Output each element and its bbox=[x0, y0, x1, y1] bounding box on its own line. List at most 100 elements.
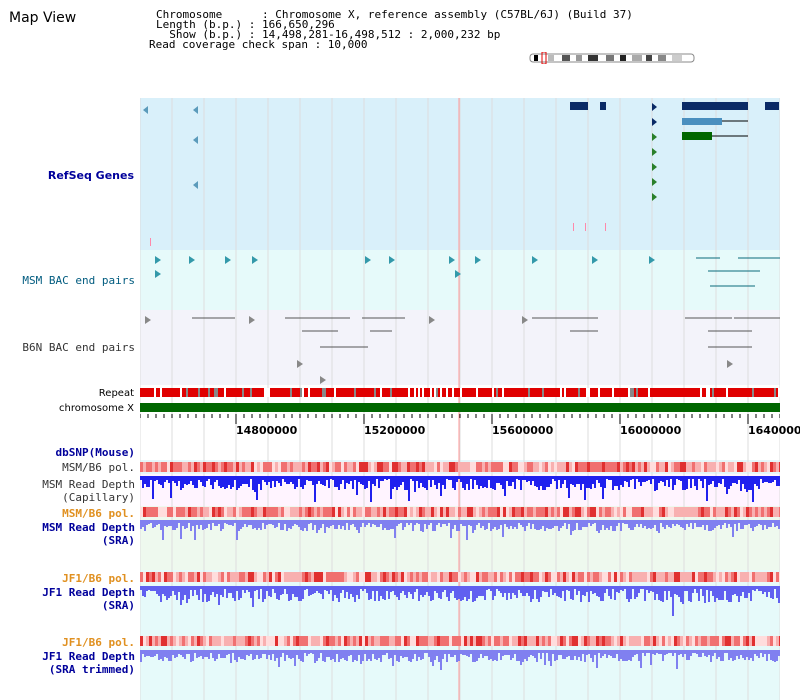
track-canvas[interactable] bbox=[140, 98, 780, 700]
track-label-jf1-depth-sra[interactable]: JF1 Read Depth (SRA) bbox=[42, 586, 135, 612]
jf1-sra-depth bbox=[640, 586, 642, 589]
track-label-jf1-pol-2[interactable]: JF1/B6 pol. bbox=[62, 636, 135, 649]
msm-sra-depth bbox=[612, 520, 614, 531]
msm-pol2-cell bbox=[236, 507, 239, 517]
jf1-pol2-cell bbox=[461, 636, 464, 646]
jf1-pol-cell bbox=[572, 572, 575, 582]
msm-sra-depth bbox=[586, 520, 588, 527]
jf1-trimmed-depth bbox=[736, 650, 738, 656]
msm-capillary-depth bbox=[364, 476, 366, 489]
msm-pol2-cell bbox=[443, 507, 446, 517]
jf1-trimmed-depth bbox=[310, 650, 312, 653]
jf1-pol2-cell bbox=[668, 636, 671, 646]
track-label-msm-pol-2[interactable]: MSM/B6 pol. bbox=[62, 507, 135, 520]
msm-capillary-depth bbox=[306, 476, 308, 480]
msm-capillary-depth bbox=[358, 476, 360, 482]
repeat-segment bbox=[170, 388, 172, 397]
jf1-pol-cell bbox=[239, 572, 242, 582]
repeat-segment bbox=[362, 388, 364, 397]
jf1-sra-depth bbox=[532, 586, 534, 599]
msm-sra-depth bbox=[422, 520, 424, 532]
msm-pol-cell bbox=[563, 462, 566, 472]
jf1-pol2-cell bbox=[383, 636, 386, 646]
msm-sra-depth bbox=[206, 520, 208, 528]
track-label-chromosome[interactable]: chromosome X bbox=[59, 403, 134, 414]
msm-capillary-depth bbox=[142, 476, 144, 488]
msm-sra-depth bbox=[414, 520, 416, 525]
msm-capillary-depth bbox=[548, 476, 550, 487]
jf1-pol-cell bbox=[632, 572, 635, 582]
track-label-msm-depth-sra[interactable]: MSM Read Depth (SRA) bbox=[42, 521, 135, 547]
msm-capillary-depth bbox=[268, 476, 270, 482]
msm-sra-depth bbox=[670, 520, 672, 528]
repeat-segment bbox=[506, 388, 508, 397]
msm-pol-cell bbox=[371, 462, 374, 472]
jf1-pol2-cell bbox=[689, 636, 692, 646]
track-label-msm-pol[interactable]: MSM/B6 pol. bbox=[62, 461, 135, 474]
jf1-pol-cell bbox=[704, 572, 707, 582]
repeat-segment bbox=[584, 388, 586, 397]
axis-tick-1: 14800000 bbox=[236, 424, 298, 437]
jf1-sra-depth bbox=[714, 586, 716, 602]
jf1-trimmed-depth bbox=[326, 650, 328, 657]
jf1-trimmed-depth bbox=[482, 650, 484, 658]
msm-pol2-cell bbox=[251, 507, 254, 517]
msm-capillary-depth bbox=[272, 476, 274, 481]
msm-sra-depth bbox=[416, 520, 418, 523]
msm-pol2-cell bbox=[653, 507, 656, 517]
msm-capillary-depth bbox=[488, 476, 490, 480]
track-label-refseq[interactable]: RefSeq Genes bbox=[47, 169, 134, 182]
jf1-trimmed-depth bbox=[182, 650, 184, 657]
msm-pol2-cell bbox=[428, 507, 431, 517]
repeat-segment bbox=[542, 388, 544, 397]
repeat-segment bbox=[312, 388, 314, 397]
jf1-pol-cell bbox=[245, 572, 248, 582]
track-label-b6n-bac[interactable]: B6N BAC end pairs bbox=[22, 341, 135, 354]
msm-pol-cell bbox=[395, 462, 398, 472]
jf1-sra-depth bbox=[222, 586, 224, 597]
msm-pol2-cell bbox=[230, 507, 233, 517]
msm-capillary-depth bbox=[736, 476, 738, 484]
msm-capillary-depth bbox=[290, 476, 292, 482]
msm-capillary-depth bbox=[570, 476, 572, 484]
track-label-jf1-depth-trimmed[interactable]: JF1 Read Depth (SRA trimmed) bbox=[42, 650, 135, 676]
repeat-segment bbox=[434, 388, 436, 397]
msm-pol2-cell bbox=[446, 507, 449, 517]
msm-capillary-depth bbox=[158, 476, 160, 484]
msm-pol-cell bbox=[299, 462, 302, 472]
msm-pol-cell bbox=[731, 462, 734, 472]
msm-pol2-cell bbox=[329, 507, 332, 517]
jf1-trimmed-depth bbox=[400, 650, 402, 656]
jf1-sra-depth bbox=[140, 586, 142, 590]
jf1-pol-cell bbox=[713, 572, 716, 582]
msm-capillary-depth bbox=[560, 476, 562, 488]
track-label-dbsnp[interactable]: dbSNP(Mouse) bbox=[55, 446, 135, 459]
msm-capillary-depth bbox=[396, 476, 398, 490]
track-label-repeat[interactable]: Repeat bbox=[98, 388, 134, 399]
msm-sra-depth bbox=[250, 520, 252, 525]
jf1-sra-depth bbox=[172, 586, 174, 591]
jf1-trimmed-depth bbox=[744, 650, 746, 660]
chromosome-ideogram[interactable] bbox=[528, 52, 698, 64]
msm-pol-cell bbox=[680, 462, 683, 472]
msm-pol2-cell bbox=[647, 507, 650, 517]
msm-capillary-depth bbox=[284, 476, 286, 482]
track-label-msm-bac[interactable]: MSM BAC end pairs bbox=[22, 274, 135, 287]
msm-pol-cell bbox=[383, 462, 386, 472]
msm-pol2-cell bbox=[182, 507, 185, 517]
jf1-trimmed-depth bbox=[618, 650, 620, 661]
msm-pol-cell bbox=[209, 462, 212, 472]
msm-capillary-depth bbox=[342, 476, 344, 480]
msm-sra-depth bbox=[596, 520, 598, 531]
jf1-pol-cell bbox=[197, 572, 200, 582]
track-label-msm-depth-capillary[interactable]: MSM Read Depth (Capillary) bbox=[42, 478, 135, 504]
jf1-pol-cell bbox=[581, 572, 584, 582]
msm-capillary-depth bbox=[626, 476, 628, 482]
msm-sra-depth bbox=[608, 520, 610, 530]
msm-capillary-depth bbox=[460, 476, 462, 482]
track-label-jf1-pol[interactable]: JF1/B6 pol. bbox=[62, 572, 135, 585]
jf1-pol-cell bbox=[419, 572, 422, 582]
msm-pol2-cell bbox=[620, 507, 623, 517]
msm-sra-depth bbox=[680, 520, 682, 527]
track-panel[interactable] bbox=[140, 98, 780, 700]
